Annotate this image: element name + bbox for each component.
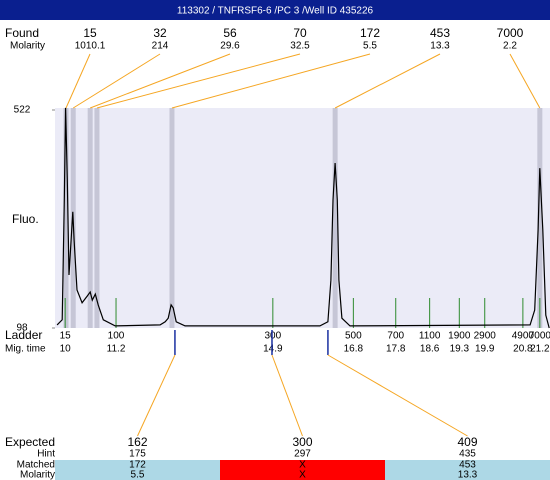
found-molarity: 2.2 <box>503 41 517 52</box>
ladder-time: 14.9 <box>263 344 283 355</box>
found-label: Found <box>5 26 39 40</box>
trace <box>56 107 550 329</box>
expected-connector <box>327 354 468 437</box>
ladder-time: 19.9 <box>475 344 495 355</box>
molarity-value: X <box>299 470 306 480</box>
ladder-time: 10 <box>60 344 72 355</box>
match-cell <box>220 460 385 480</box>
ladder-size: 500 <box>345 331 362 342</box>
matched-value: X <box>299 460 306 471</box>
peak-connector <box>72 53 161 109</box>
y-label: Fluo. <box>12 212 39 226</box>
match-cell <box>55 460 220 480</box>
ladder-size: 1100 <box>419 331 441 342</box>
hint-value: 297 <box>294 449 311 460</box>
ladder-size: 4900 <box>512 331 535 342</box>
ladder-size: 2900 <box>474 331 497 342</box>
expected-row-label: Matched <box>17 460 55 471</box>
ladder-size: 7000 <box>529 331 550 342</box>
peak-connector <box>509 53 541 109</box>
ladder-size: 15 <box>60 331 72 342</box>
ladder-time: 16.8 <box>344 344 364 355</box>
matched-value: 172 <box>129 460 146 471</box>
ladder-time: 17.8 <box>386 344 406 355</box>
found-size: 7000 <box>497 26 524 40</box>
matched-value: 453 <box>459 460 476 471</box>
found-size: 15 <box>83 26 97 40</box>
peak-band <box>94 108 100 328</box>
peak-band <box>537 108 543 328</box>
ladder-time: 20.8 <box>513 344 533 355</box>
found-molarity: 214 <box>152 41 169 52</box>
peak-connector <box>96 53 301 109</box>
expected-row-label: Expected <box>5 435 55 449</box>
peak-connector <box>65 53 91 109</box>
expected-value: 409 <box>457 435 477 449</box>
peak-connector <box>171 53 371 109</box>
ladder-size: 1900 <box>448 331 471 342</box>
found-size: 32 <box>153 26 167 40</box>
found-molarity: 32.5 <box>290 41 310 52</box>
expected-connector <box>137 354 176 437</box>
ladder-time: 18.6 <box>420 344 440 355</box>
expected-value: 162 <box>127 435 147 449</box>
expected-value: 300 <box>292 435 312 449</box>
ladder-size: 100 <box>108 331 125 342</box>
found-size: 56 <box>223 26 237 40</box>
hint-value: 175 <box>129 449 146 460</box>
header-title: 113302 / TNFRSF6-6 /PC 3 /Well ID 435226 <box>177 6 374 17</box>
found-molarity: 13.3 <box>430 41 450 52</box>
found-molarity: 1010.1 <box>75 41 106 52</box>
molarity-label: Molarity <box>10 41 45 52</box>
match-cell <box>385 460 550 480</box>
found-size: 453 <box>430 26 450 40</box>
hint-value: 435 <box>459 449 476 460</box>
found-molarity: 5.5 <box>363 41 377 52</box>
peak-band <box>87 108 93 328</box>
molarity-value: 5.5 <box>131 470 145 480</box>
expected-row-label: Hint <box>37 449 55 460</box>
ladder-size: 300 <box>264 331 281 342</box>
ladder-label: Ladder <box>5 328 42 342</box>
mig-time-label: Mig. time <box>5 344 46 355</box>
found-size: 70 <box>293 26 307 40</box>
y-tick-label: 522 <box>14 105 31 116</box>
ladder-time: 11.2 <box>107 344 126 355</box>
peak-connector <box>89 53 231 109</box>
peak-connector <box>334 53 441 109</box>
expected-row-label: Molarity <box>20 470 55 480</box>
peak-band <box>169 108 175 328</box>
expected-connector <box>271 354 303 437</box>
found-size: 172 <box>360 26 380 40</box>
ladder-size: 700 <box>387 331 404 342</box>
peak-band <box>63 108 69 328</box>
header-bar <box>0 0 550 20</box>
y-tick-label: 98 <box>16 323 28 334</box>
plot-area <box>55 108 550 328</box>
ladder-time: 19.3 <box>450 344 470 355</box>
ladder-time: 21.2 <box>530 344 550 355</box>
found-molarity: 29.6 <box>220 41 240 52</box>
molarity-value: 13.3 <box>458 470 478 480</box>
peak-band <box>332 108 338 328</box>
